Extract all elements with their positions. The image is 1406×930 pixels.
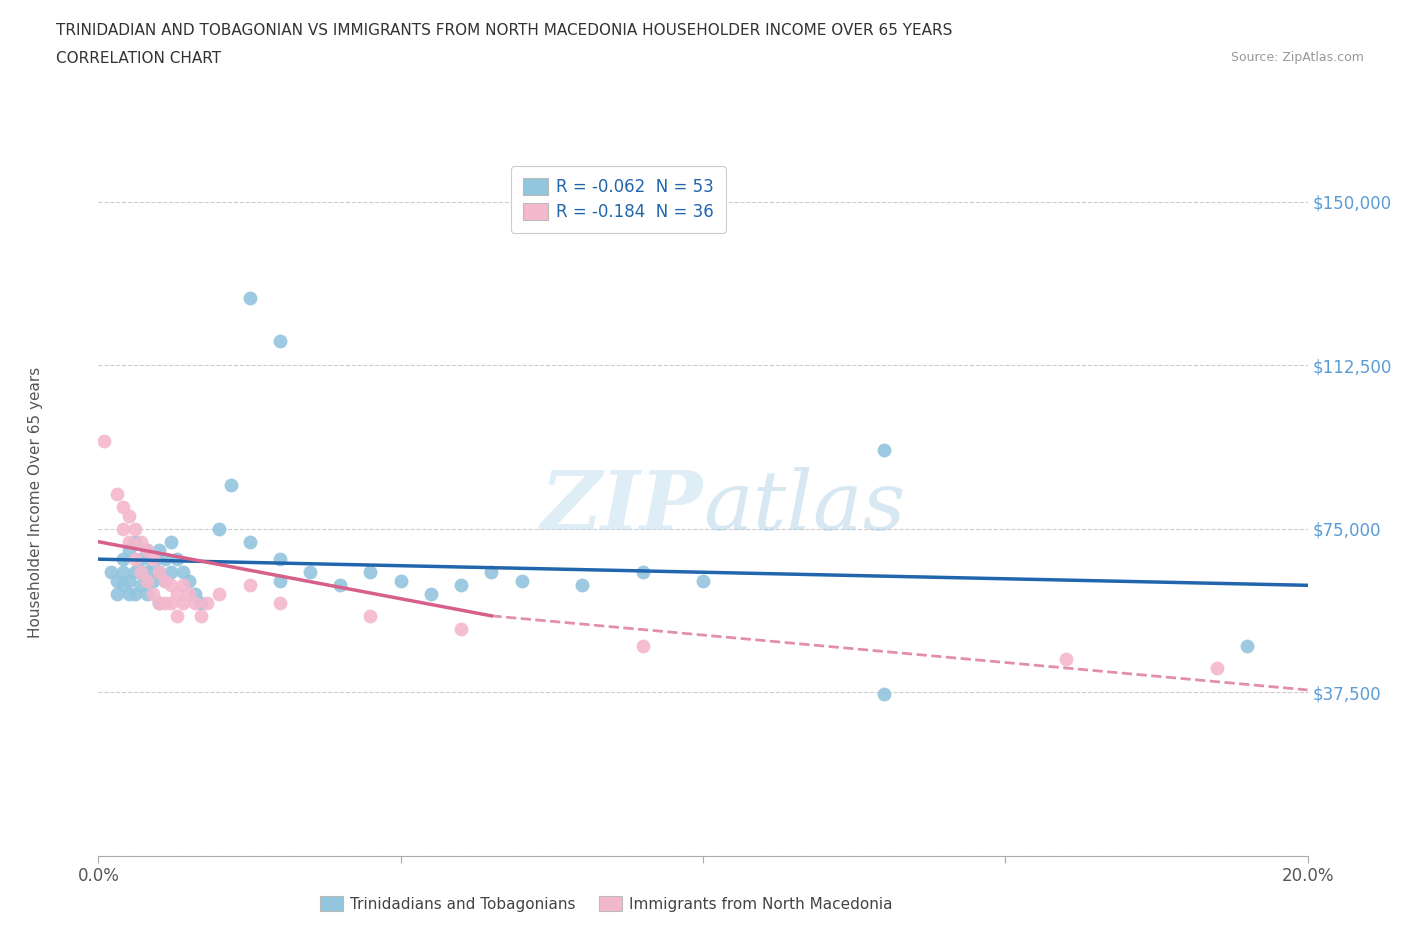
- Point: [129, 565, 152, 579]
- Point: [184, 595, 207, 610]
- Point: [692, 574, 714, 589]
- Point: [148, 595, 170, 610]
- Point: [129, 534, 152, 549]
- Point: [153, 574, 176, 589]
- Point: [166, 587, 188, 602]
- Point: [177, 574, 201, 589]
- Point: [124, 534, 146, 549]
- Point: [166, 608, 188, 623]
- Text: TRINIDADIAN AND TOBAGONIAN VS IMMIGRANTS FROM NORTH MACEDONIA HOUSEHOLDER INCOME: TRINIDADIAN AND TOBAGONIAN VS IMMIGRANTS…: [56, 23, 953, 38]
- Point: [360, 608, 382, 623]
- Point: [148, 565, 170, 579]
- Text: Source: ZipAtlas.com: Source: ZipAtlas.com: [1230, 51, 1364, 64]
- Point: [239, 578, 262, 592]
- Point: [105, 486, 128, 501]
- Point: [172, 578, 194, 592]
- Point: [1206, 660, 1229, 675]
- Point: [135, 574, 157, 589]
- Point: [450, 621, 472, 636]
- Point: [239, 290, 262, 305]
- Point: [142, 574, 165, 589]
- Point: [160, 534, 183, 549]
- Point: [299, 565, 322, 579]
- Point: [631, 565, 654, 579]
- Point: [129, 578, 152, 592]
- Point: [172, 595, 194, 610]
- Point: [221, 478, 243, 493]
- Point: [100, 565, 122, 579]
- Point: [184, 587, 207, 602]
- Point: [142, 556, 165, 571]
- Point: [195, 595, 218, 610]
- Point: [111, 499, 134, 514]
- Point: [93, 434, 115, 449]
- Point: [190, 595, 212, 610]
- Point: [148, 565, 170, 579]
- Point: [118, 574, 141, 589]
- Point: [360, 565, 382, 579]
- Point: [118, 543, 141, 558]
- Point: [190, 608, 212, 623]
- Point: [135, 543, 157, 558]
- Point: [148, 595, 170, 610]
- Point: [208, 521, 231, 536]
- Point: [124, 565, 146, 579]
- Point: [111, 521, 134, 536]
- Point: [153, 551, 176, 566]
- Point: [510, 574, 533, 589]
- Point: [166, 551, 188, 566]
- Point: [177, 587, 201, 602]
- Point: [124, 587, 146, 602]
- Point: [105, 574, 128, 589]
- Point: [172, 565, 194, 579]
- Point: [239, 534, 262, 549]
- Point: [160, 595, 183, 610]
- Text: Householder Income Over 65 years: Householder Income Over 65 years: [28, 366, 42, 638]
- Point: [124, 551, 146, 566]
- Point: [329, 578, 352, 592]
- Point: [111, 565, 134, 579]
- Point: [571, 578, 593, 592]
- Point: [111, 551, 134, 566]
- Point: [873, 687, 896, 702]
- Point: [142, 587, 165, 602]
- Point: [160, 565, 183, 579]
- Point: [105, 587, 128, 602]
- Point: [118, 508, 141, 523]
- Point: [269, 595, 291, 610]
- Point: [1054, 652, 1077, 667]
- Point: [419, 587, 441, 602]
- Point: [118, 534, 141, 549]
- Point: [153, 574, 176, 589]
- Point: [153, 595, 176, 610]
- Point: [631, 639, 654, 654]
- Legend: Trinidadians and Tobagonians, Immigrants from North Macedonia: Trinidadians and Tobagonians, Immigrants…: [314, 889, 898, 918]
- Point: [160, 578, 183, 592]
- Text: atlas: atlas: [703, 467, 905, 547]
- Point: [135, 587, 157, 602]
- Point: [124, 521, 146, 536]
- Point: [135, 543, 157, 558]
- Point: [135, 565, 157, 579]
- Point: [1236, 639, 1258, 654]
- Point: [142, 551, 165, 566]
- Point: [450, 578, 472, 592]
- Point: [129, 551, 152, 566]
- Point: [481, 565, 503, 579]
- Point: [389, 574, 412, 589]
- Text: ZIP: ZIP: [540, 467, 703, 547]
- Point: [111, 578, 134, 592]
- Point: [269, 551, 291, 566]
- Point: [148, 543, 170, 558]
- Point: [269, 334, 291, 349]
- Point: [118, 587, 141, 602]
- Point: [208, 587, 231, 602]
- Point: [873, 443, 896, 458]
- Point: [129, 565, 152, 579]
- Point: [269, 574, 291, 589]
- Text: CORRELATION CHART: CORRELATION CHART: [56, 51, 221, 66]
